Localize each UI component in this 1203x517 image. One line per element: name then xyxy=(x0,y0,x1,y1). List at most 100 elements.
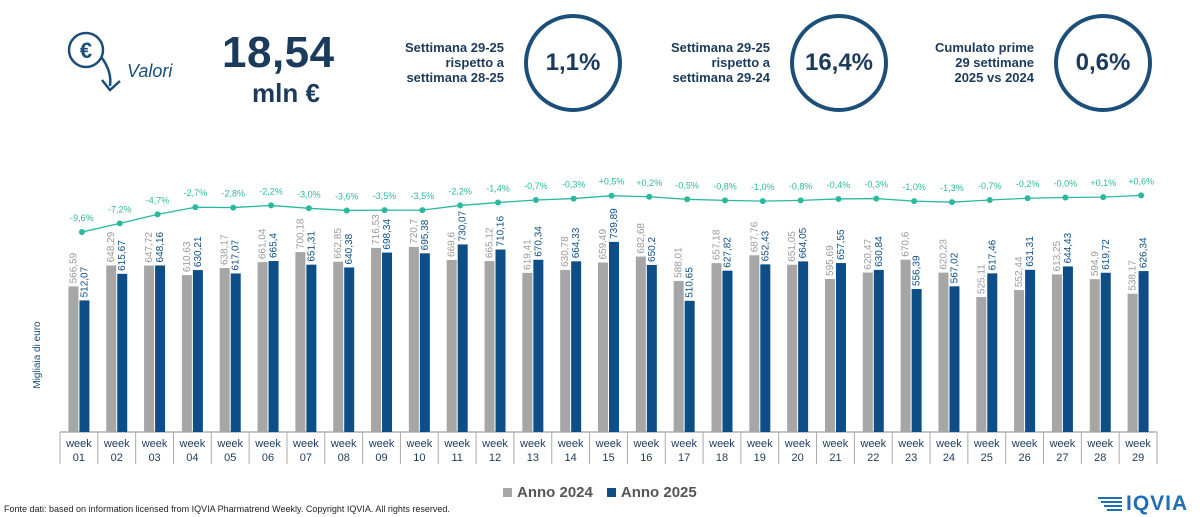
growth-point xyxy=(646,193,653,200)
x-tick-label: week xyxy=(1011,438,1038,450)
bar-anno-2025 xyxy=(798,261,809,432)
growth-point xyxy=(1062,194,1069,201)
growth-point xyxy=(986,197,993,204)
iqvia-stripes-icon xyxy=(1098,497,1122,511)
bar-anno-2025 xyxy=(722,270,733,432)
bar-anno-2025 xyxy=(911,289,922,432)
bar-value-label: 651,31 xyxy=(306,231,317,262)
x-tick-label: 10 xyxy=(413,452,425,464)
growth-point xyxy=(1024,195,1031,202)
growth-label: -0,7% xyxy=(524,181,548,191)
x-tick-label: week xyxy=(859,438,886,450)
x-tick-label: week xyxy=(670,438,697,450)
source-note: Fonte dati: based on information license… xyxy=(4,504,450,514)
growth-point xyxy=(268,202,275,209)
bar-anno-2025 xyxy=(268,261,279,432)
legend-item-2024: Anno 2024 xyxy=(503,484,593,501)
growth-label: -2,8% xyxy=(221,189,245,199)
growth-point xyxy=(759,198,766,205)
bar-anno-2025 xyxy=(571,261,582,432)
bar-anno-2024 xyxy=(371,247,382,432)
x-tick-label: 12 xyxy=(489,452,501,464)
bar-value-label: 648,29 xyxy=(106,231,117,262)
x-tick-label: week xyxy=(973,438,1000,450)
stat-circle-2: 16,4% xyxy=(790,14,888,112)
x-tick-label: week xyxy=(481,438,508,450)
x-tick-label: week xyxy=(65,438,92,450)
growth-point xyxy=(78,229,85,236)
x-tick-label: 28 xyxy=(1094,452,1106,464)
bar-anno-2024 xyxy=(900,259,911,432)
x-tick-label: 07 xyxy=(300,452,312,464)
growth-label: -7,2% xyxy=(108,204,132,214)
bar-line-chart: Migliaia di euro 566,59 512,07 week 01 648,29… xyxy=(32,176,1158,464)
x-tick-label: 16 xyxy=(640,452,652,464)
bar-anno-2025 xyxy=(835,263,846,432)
bar-value-label: 610,63 xyxy=(182,241,193,272)
bar-anno-2025 xyxy=(419,253,430,432)
bar-anno-2024 xyxy=(408,246,419,432)
growth-label: -2,2% xyxy=(448,186,472,196)
bar-value-label: 566,59 xyxy=(68,252,79,283)
growth-label: -3,0% xyxy=(297,189,321,199)
bar-anno-2025 xyxy=(155,265,166,432)
x-tick-label: week xyxy=(103,438,130,450)
stat-text-1: Settimana 29-25 rispetto a settimana 28-… xyxy=(405,40,504,85)
growth-label: -2,2% xyxy=(259,186,283,196)
bar-anno-2025 xyxy=(1025,269,1036,432)
x-tick-label: 20 xyxy=(792,452,804,464)
legend-swatch-2024 xyxy=(503,488,512,497)
bar-anno-2025 xyxy=(192,270,203,432)
stat-text-3: Cumulato prime 29 settimane 2025 vs 2024 xyxy=(935,40,1034,85)
bar-anno-2024 xyxy=(598,262,608,432)
bar-value-label: 695,38 xyxy=(420,219,431,250)
growth-label: +0,1% xyxy=(1090,178,1116,188)
bar-anno-2024 xyxy=(333,261,344,432)
bar-value-label: 630,21 xyxy=(193,236,204,267)
x-tick-label: 13 xyxy=(527,452,539,464)
bar-anno-2025 xyxy=(495,249,506,432)
chart-legend: Anno 2024 Anno 2025 xyxy=(503,484,697,501)
x-tick-label: week xyxy=(784,438,811,450)
bar-anno-2024 xyxy=(257,262,268,432)
bar-value-label: 716,53 xyxy=(371,214,382,245)
x-tick-label: 19 xyxy=(754,452,766,464)
growth-label: +0,2% xyxy=(636,178,662,188)
x-tick-label: 01 xyxy=(73,452,85,464)
growth-point xyxy=(570,195,577,202)
growth-point xyxy=(873,195,880,202)
bar-value-label: 670,6 xyxy=(901,231,912,256)
bar-anno-2024 xyxy=(824,278,835,432)
bar-anno-2025 xyxy=(230,273,241,432)
bar-anno-2024 xyxy=(522,272,533,432)
x-tick-label: week xyxy=(746,438,773,450)
x-tick-label: week xyxy=(141,438,168,450)
growth-label: -4,7% xyxy=(146,195,170,205)
legend-item-2025: Anno 2025 xyxy=(606,484,697,501)
stat-text-2: Settimana 29-25 rispetto a settimana 29-… xyxy=(671,40,770,85)
growth-label: -2,7% xyxy=(184,188,208,198)
bar-value-label: 700,18 xyxy=(295,218,306,249)
y-axis-label: Migliaia di euro xyxy=(32,321,43,389)
bar-value-label: 698,34 xyxy=(382,219,393,250)
bar-anno-2024 xyxy=(1089,279,1100,432)
x-tick-label: 24 xyxy=(943,452,955,464)
bar-anno-2025 xyxy=(987,273,998,432)
bar-value-label: 631,31 xyxy=(1025,236,1036,267)
growth-label: -1,4% xyxy=(486,184,510,194)
bar-anno-2025 xyxy=(457,244,468,432)
x-tick-label: week xyxy=(406,438,433,450)
x-tick-label: 05 xyxy=(224,452,236,464)
x-tick-label: 26 xyxy=(1018,452,1030,464)
bar-value-label: 620,47 xyxy=(863,239,874,270)
bar-value-label: 638,17 xyxy=(220,234,231,265)
bar-value-label: 664,33 xyxy=(571,227,582,258)
big-value: 18,54 xyxy=(222,28,335,77)
x-tick-label: 29 xyxy=(1132,452,1144,464)
x-tick-label: 08 xyxy=(338,452,350,464)
bar-value-label: 669,6 xyxy=(447,231,458,256)
x-tick-label: week xyxy=(1086,438,1113,450)
growth-point xyxy=(419,207,426,214)
bar-value-label: 710,16 xyxy=(496,216,507,247)
bar-anno-2025 xyxy=(760,264,771,432)
